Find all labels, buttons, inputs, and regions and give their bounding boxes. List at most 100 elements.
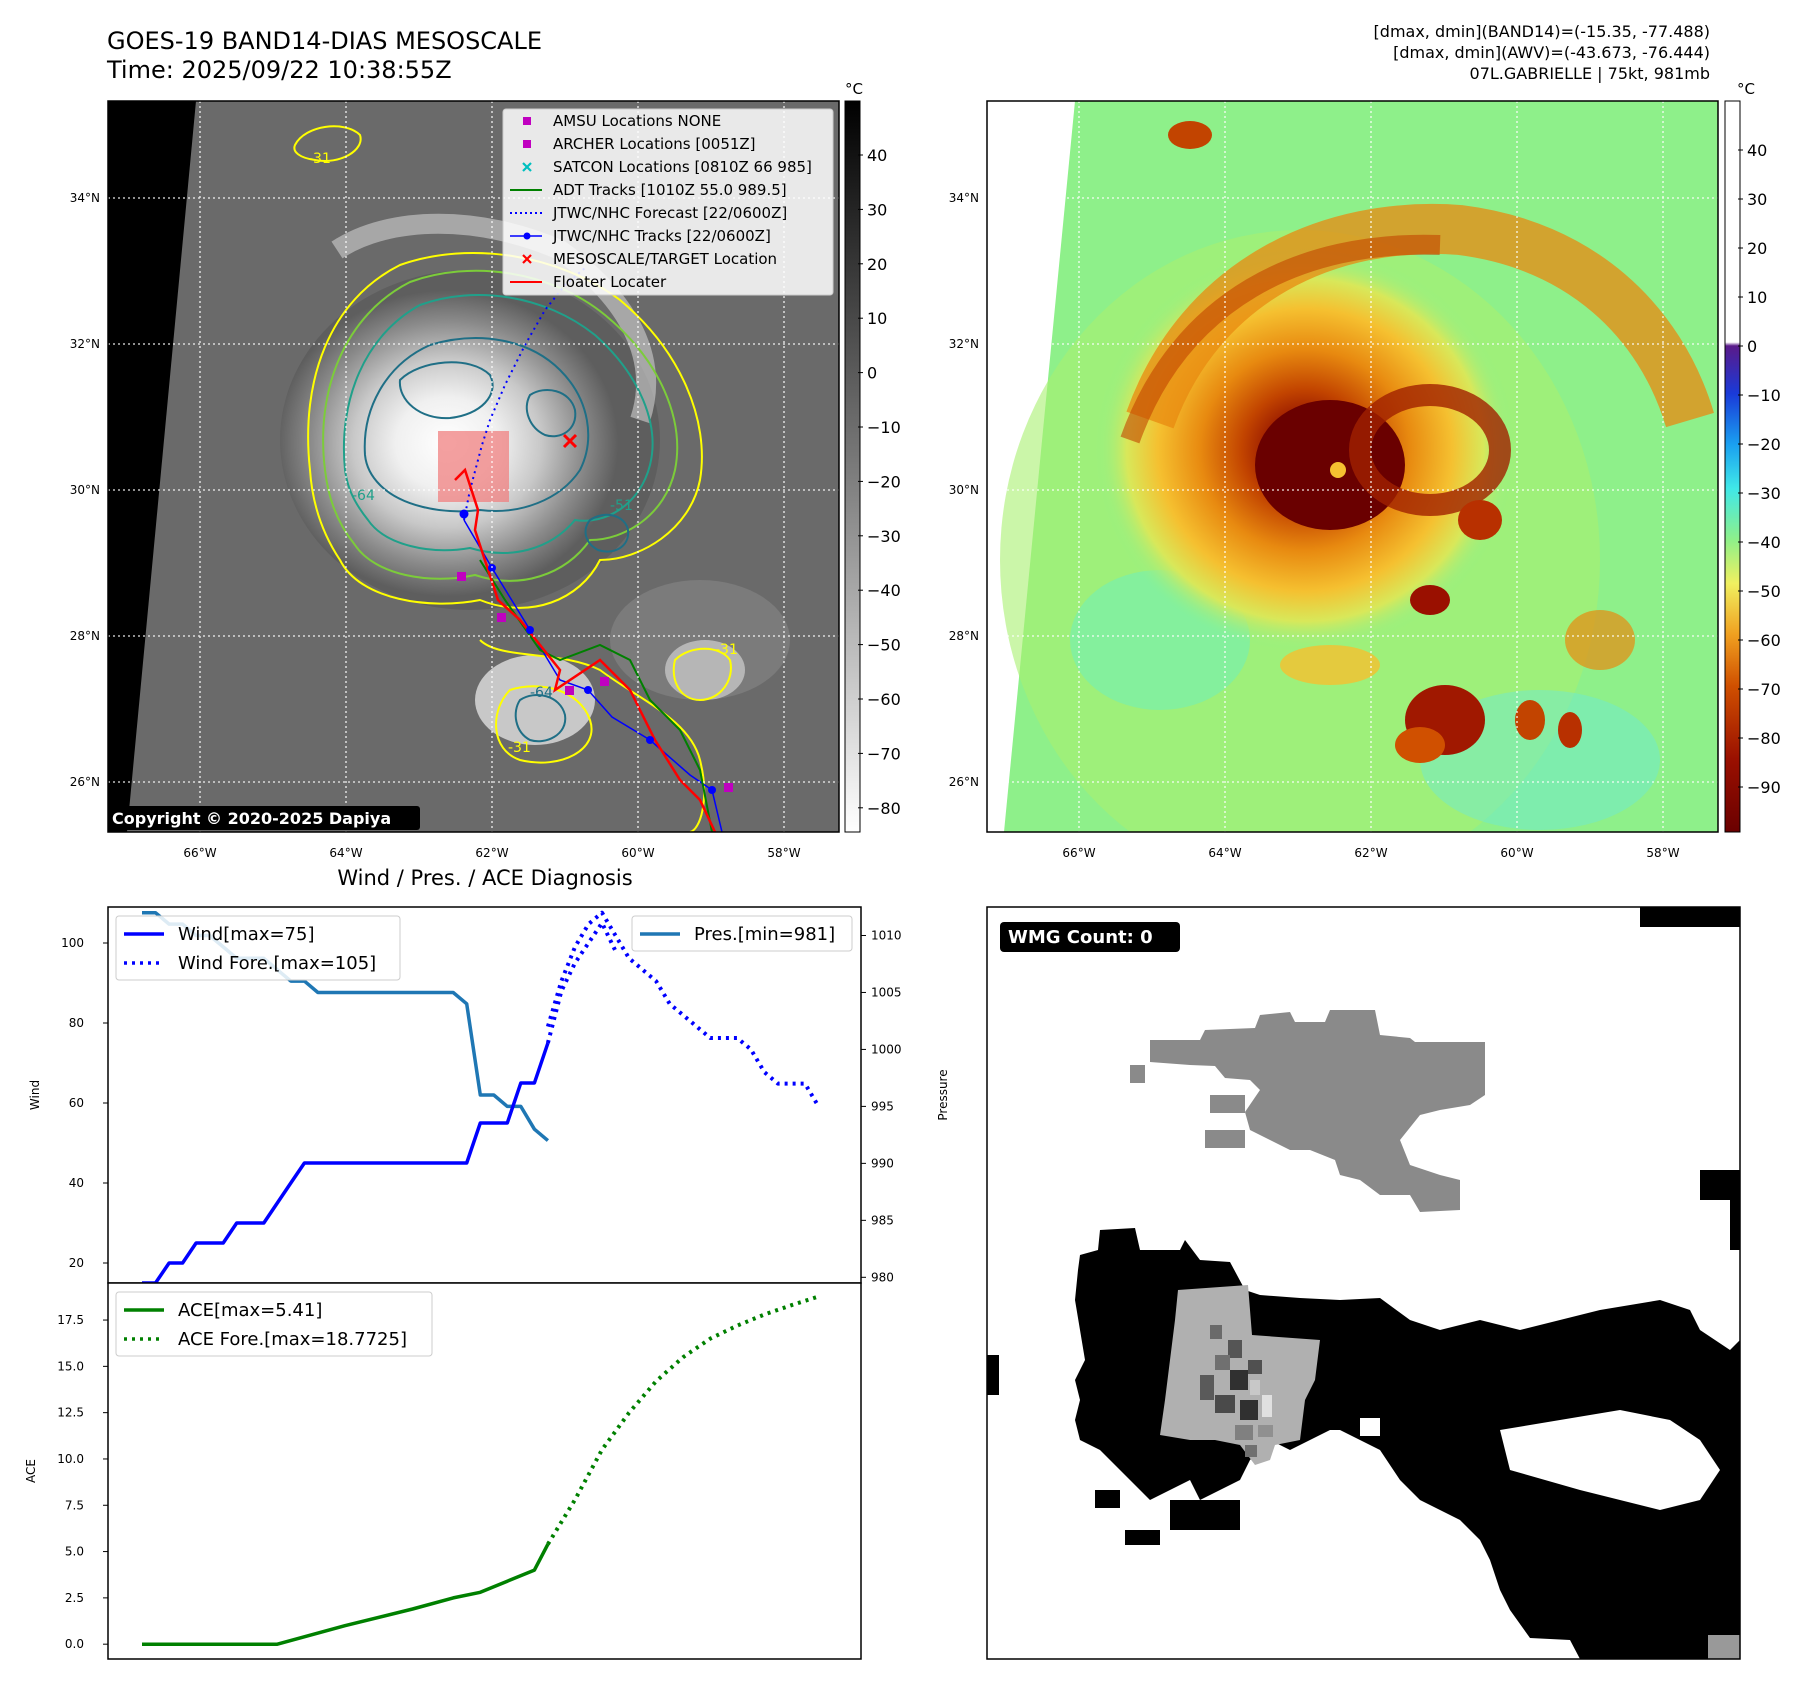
wind-axis-label: Wind: [28, 1080, 42, 1110]
legend-label: AMSU Locations NONE: [553, 112, 721, 130]
colorbar-tick-label: −20: [867, 472, 901, 491]
lat-tick-label: 32°N: [949, 337, 979, 351]
colorbar-tick-label: −40: [1747, 533, 1781, 552]
legend-label: Wind Fore.[max=105]: [178, 953, 376, 974]
ace-axis-label: ACE: [24, 1459, 38, 1483]
legend-marker: [523, 140, 531, 148]
legend-label: SATCON Locations [0810Z 66 985]: [553, 158, 812, 176]
contour-teal: [342, 294, 654, 554]
y-tick-label: 80: [69, 1016, 84, 1030]
wmg-pattern: [987, 907, 1740, 1659]
series-line: [142, 1543, 550, 1646]
colorbar-tick-label: 0: [867, 364, 877, 383]
colorbar-tick-label: −70: [867, 744, 901, 763]
legend-label: JTWC/NHC Tracks [22/0600Z]: [552, 227, 771, 245]
contour-label: -31: [508, 740, 531, 756]
colorbar-tick-label: −10: [867, 418, 901, 437]
lon-tick-label: 62°W: [1354, 846, 1387, 860]
colorbar-tick-label: −70: [1747, 680, 1781, 699]
colorbar-tick-label: −80: [867, 799, 901, 818]
main-title: GOES-19 BAND14-DIAS MESOSCALE: [107, 27, 543, 55]
dmax-band14: [dmax, dmin](BAND14)=(-15.35, -77.488): [1373, 22, 1710, 41]
legend-marker: [523, 232, 531, 240]
ir-colorbar: °C 40 30 20 10 0 −10 −20 −30 −40 −50 −60 −70 −80: [844, 80, 901, 833]
colorbar-tick-label: 40: [867, 146, 887, 165]
lon-tick-label: 66°W: [183, 846, 216, 860]
lat-tick-label: 26°N: [70, 775, 100, 789]
y-tick-label: 7.5: [65, 1498, 84, 1512]
ace-panel: 0.0 2.5 5.0 7.5 10.0 12.5 15.0 17.5 ACE ACE[max…: [24, 1282, 862, 1660]
lat-tick-label: 30°N: [70, 483, 100, 497]
colorbar-tick-label: −60: [867, 690, 901, 709]
awv-colorbar: °C 40 30 20 10 0 −10 −20 −30 −40 −50 −60 −70 −80 −90: [1724, 80, 1781, 833]
colorbar-tick-label: −50: [1747, 582, 1781, 601]
legend-label: ARCHER Locations [0051Z]: [553, 135, 756, 153]
legend-label: Pres.[min=981]: [694, 924, 835, 945]
storm-info: 07L.GABRIELLE | 75kt, 981mb: [1469, 64, 1710, 83]
colorbar-tick-label: −60: [1747, 631, 1781, 650]
colorbar-tick-label: 40: [1747, 141, 1767, 160]
pressure-axis-label: Pressure: [936, 1069, 950, 1120]
y-tick-label: 100: [61, 936, 84, 950]
y-tick-label: 0.0: [65, 1637, 84, 1651]
diagnosis-title: Wind / Pres. / ACE Diagnosis: [337, 866, 632, 890]
legend: AMSU Locations NONE ARCHER Locations [005…: [502, 108, 834, 296]
wmg-count-badge: WMG Count: 0: [1000, 922, 1180, 952]
lon-tick-label: 58°W: [1646, 846, 1679, 860]
legend-label: Wind[max=75]: [178, 924, 315, 945]
y-tick-label: 40: [69, 1176, 84, 1190]
colorbar-unit: °C: [845, 80, 863, 98]
contour-label: -64: [352, 488, 375, 504]
y-tick-label: 995: [871, 1099, 894, 1113]
time-title: Time: 2025/09/22 10:38:55Z: [107, 56, 452, 84]
lat-tick-label: 34°N: [949, 191, 979, 205]
wmg-panel: WMG Count: 0: [986, 906, 1741, 1660]
colorbar-tick-label: −40: [867, 581, 901, 600]
colorbar-tick-label: 20: [867, 255, 887, 274]
y-tick-label: 15.0: [57, 1359, 84, 1373]
y-tick-label: 1000: [871, 1042, 902, 1056]
colorbar-tick-label: −50: [867, 636, 901, 655]
awv-map: [987, 101, 1718, 832]
lat-tick-label: 28°N: [70, 629, 100, 643]
lon-tick-label: 60°W: [1500, 846, 1533, 860]
y-tick-label: 985: [871, 1213, 894, 1227]
colorbar-tick-label: −30: [867, 527, 901, 546]
legend-label: ADT Tracks [1010Z 55.0 989.5]: [553, 181, 787, 199]
mesoscale-target-box: [438, 431, 509, 502]
colorbar-tick-label: 0: [1747, 337, 1757, 356]
copyright-text: Copyright © 2020-2025 Dapiya: [112, 809, 391, 828]
y-tick-label: 990: [871, 1156, 894, 1170]
colorbar-unit: °C: [1737, 80, 1755, 98]
colorbar-tick-label: −80: [1747, 729, 1781, 748]
legend-marker: [522, 162, 532, 172]
series-line: [142, 1042, 550, 1285]
y-tick-label: 980: [871, 1270, 894, 1284]
legend-label: ACE[max=5.41]: [178, 1300, 322, 1321]
y-tick-label: 20: [69, 1256, 84, 1270]
colorbar-tick-label: −90: [1747, 778, 1781, 797]
jtwc-track: [463, 519, 723, 832]
colorbar-tick-label: −20: [1747, 435, 1781, 454]
contour-label: -31: [715, 642, 738, 658]
dmax-awv: [dmax, dmin](AWV)=(-43.673, -76.444): [1393, 43, 1710, 62]
contour-label: -51: [610, 498, 633, 514]
colorbar-tick-label: −30: [1747, 484, 1781, 503]
lon-tick-label: 62°W: [475, 846, 508, 860]
legend-marker: [522, 254, 532, 264]
contour-green: [322, 269, 679, 582]
y-tick-label: 60: [69, 1096, 84, 1110]
lon-tick-label: 60°W: [621, 846, 654, 860]
colorbar-tick-label: −10: [1747, 386, 1781, 405]
lon-tick-label: 64°W: [329, 846, 362, 860]
colorbar-tick-label: 10: [867, 309, 887, 328]
y-tick-label: 10.0: [57, 1452, 84, 1466]
wmg-count-text: WMG Count: 0: [1008, 927, 1153, 948]
contour-label: -64: [530, 685, 553, 701]
y-tick-label: 1005: [871, 985, 902, 999]
ir-axis-labels: 34°N 32°N 30°N 28°N 26°N 66°W 64°W 62°W 60°W 58°W: [70, 191, 801, 860]
colorbar-tick-label: 30: [1747, 190, 1767, 209]
legend-label: JTWC/NHC Forecast [22/0600Z]: [552, 204, 787, 222]
lon-tick-label: 58°W: [767, 846, 800, 860]
